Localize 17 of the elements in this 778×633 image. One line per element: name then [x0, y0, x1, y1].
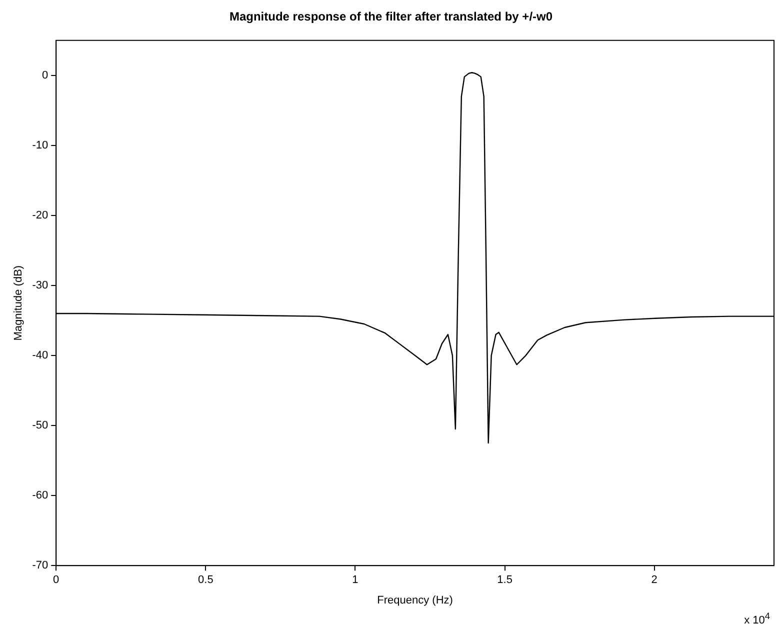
x-tick-label: 2: [651, 574, 658, 586]
y-axis-title: Magnitude (dB): [12, 265, 25, 341]
y-tick-label: -60: [32, 490, 48, 502]
x-tick-label: 1: [352, 574, 358, 586]
y-tick-label: -70: [32, 560, 48, 572]
y-tick-label: -10: [32, 139, 48, 152]
text: x 10$^{4}$: [744, 611, 770, 627]
y-tick-label: -30: [32, 280, 48, 292]
x-tick-label: 1.5: [497, 574, 512, 586]
y-tick-label: -20: [32, 210, 48, 222]
x-axis-title: Frequency (Hz): [377, 594, 453, 606]
chart-title: Magnitude response of the filter after translated by +/-w0: [229, 10, 553, 24]
y-tick-label: -40: [32, 350, 48, 362]
x-tick-label: 0: [53, 574, 60, 586]
x-tick-label: 0.5: [198, 574, 214, 586]
y-tick-label: 0: [42, 69, 48, 82]
y-tick-label: -50: [32, 420, 48, 432]
